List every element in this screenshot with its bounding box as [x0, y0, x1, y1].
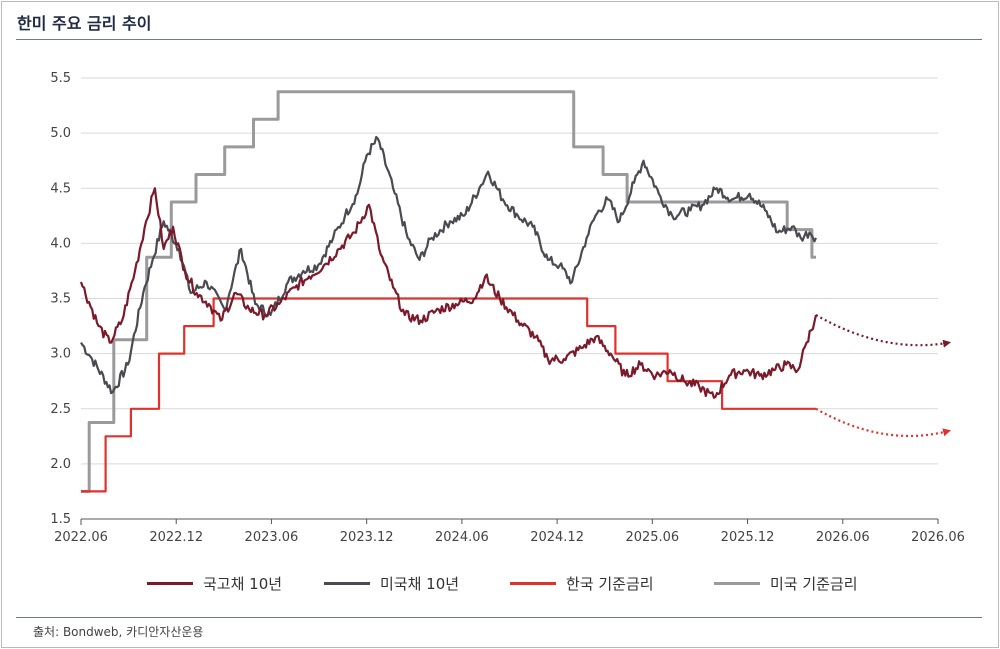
- title-divider: [16, 39, 982, 40]
- y-tick-label-3.0: 3.0: [50, 347, 71, 362]
- x-tick-label-4: 2024.06: [435, 530, 489, 545]
- x-tick-label-8: 2026.06: [816, 530, 870, 545]
- legend-label-usbase: 미국 기준금리: [770, 574, 858, 593]
- page-title: 한미 주요 금리 추이: [17, 14, 152, 33]
- footer-divider: [16, 617, 982, 618]
- legend: 국고채 10년 미국채 10년 한국 기준금리 미국 기준금리: [0, 568, 1000, 598]
- x-tick-label-3: 2023.12: [340, 530, 394, 545]
- y-tick-label-1.5: 1.5: [50, 512, 71, 527]
- legend-item-us10y: 미국채 10년: [324, 568, 459, 598]
- chart-area: 1.5 2.0 2.5 3.0 3.5 4.0 4.5 5.0 5.5 2022.06 2022.1…: [50, 71, 965, 545]
- y-tick-label-5.5: 5.5: [50, 71, 71, 86]
- series-line-0: [79, 187, 818, 399]
- legend-item-usbase: 미국 기준금리: [714, 568, 858, 598]
- legend-label-krbase: 한국 기준금리: [566, 574, 654, 593]
- y-tick-label-4.5: 4.5: [50, 181, 71, 196]
- x-tick-label-6: 2025.06: [625, 530, 679, 545]
- legend-swatch-usbase: [714, 581, 760, 585]
- x-tick-label-0: 2022.06: [54, 530, 108, 545]
- legend-swatch-kr10y: [147, 581, 193, 585]
- x-tick-label-2: 2023.06: [245, 530, 299, 545]
- x-tick-label-5: 2024.12: [530, 530, 584, 545]
- legend-swatch-krbase: [510, 581, 556, 585]
- legend-label-kr10y: 국고채 10년: [203, 574, 283, 593]
- y-tick-label-3.5: 3.5: [50, 292, 71, 307]
- y-tick-label-2.0: 2.0: [50, 457, 71, 472]
- x-tick-label-9: 2026.06: [911, 530, 965, 545]
- legend-item-kr10y: 국고채 10년: [147, 568, 282, 598]
- y-tick-label-2.5: 2.5: [50, 402, 71, 417]
- series-line-1: [80, 135, 818, 395]
- x-tick-label-1: 2022.12: [149, 530, 203, 545]
- forecast-arrow-0: [815, 314, 952, 348]
- forecast-arrow-1: [815, 407, 952, 438]
- legend-swatch-us10y: [324, 581, 370, 585]
- legend-label-us10y: 미국채 10년: [380, 574, 460, 593]
- y-tick-label-4.0: 4.0: [50, 236, 71, 251]
- source-note: 출처: Bondweb, 카디안자산운용: [33, 625, 204, 639]
- x-tick-label-7: 2025.12: [721, 530, 775, 545]
- y-tick-label-5.0: 5.0: [50, 126, 71, 141]
- series-line-3: [81, 90, 816, 493]
- legend-item-krbase: 한국 기준금리: [510, 568, 654, 598]
